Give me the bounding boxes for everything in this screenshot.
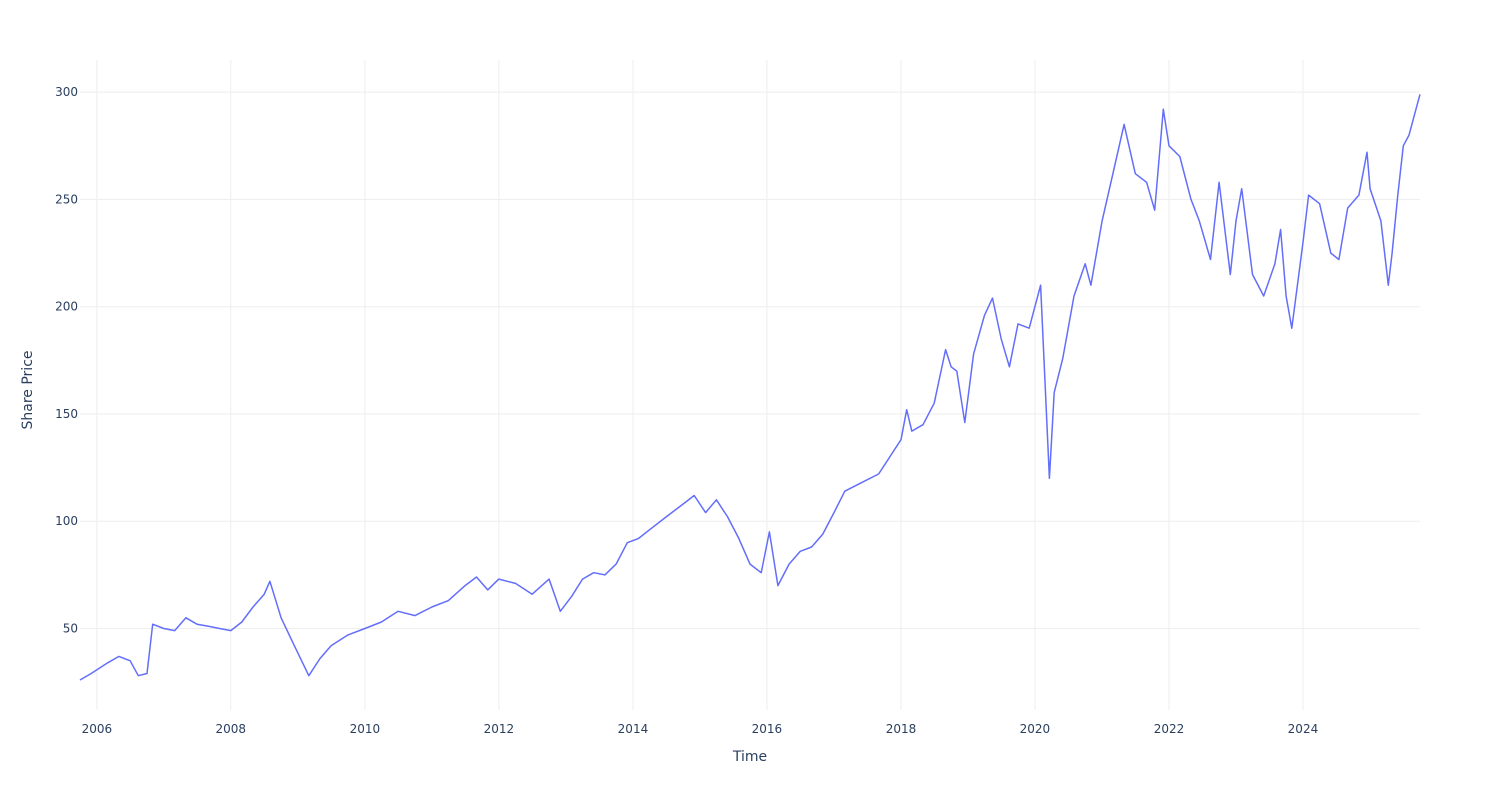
x-tick-label: 2024	[1288, 722, 1319, 736]
grid	[80, 60, 1420, 710]
y-tick-label: 300	[55, 85, 78, 99]
y-tick-label: 150	[55, 407, 78, 421]
y-axis-title: Share Price	[20, 350, 36, 429]
x-tick-label: 2008	[216, 722, 247, 736]
series	[79, 94, 1421, 681]
x-tick-label: 2006	[82, 722, 113, 736]
x-tick-label: 2018	[886, 722, 917, 736]
x-tick-label: 2016	[752, 722, 783, 736]
y-tick-label: 250	[55, 192, 78, 206]
x-tick-label: 2010	[350, 722, 381, 736]
x-tick-label: 2022	[1154, 722, 1185, 736]
y-tick-label: 50	[63, 621, 78, 635]
tick-labels: 50 100 150 200 250 300 2006 2008 2010 2012 2014 201…	[55, 85, 1318, 736]
share-price-line	[79, 94, 1421, 681]
x-tick-label: 2014	[618, 722, 649, 736]
y-tick-label: 200	[55, 300, 78, 314]
x-axis-title: Time	[732, 749, 767, 765]
x-tick-label: 2012	[484, 722, 515, 736]
x-tick-label: 2020	[1020, 722, 1051, 736]
y-tick-label: 100	[55, 514, 78, 528]
